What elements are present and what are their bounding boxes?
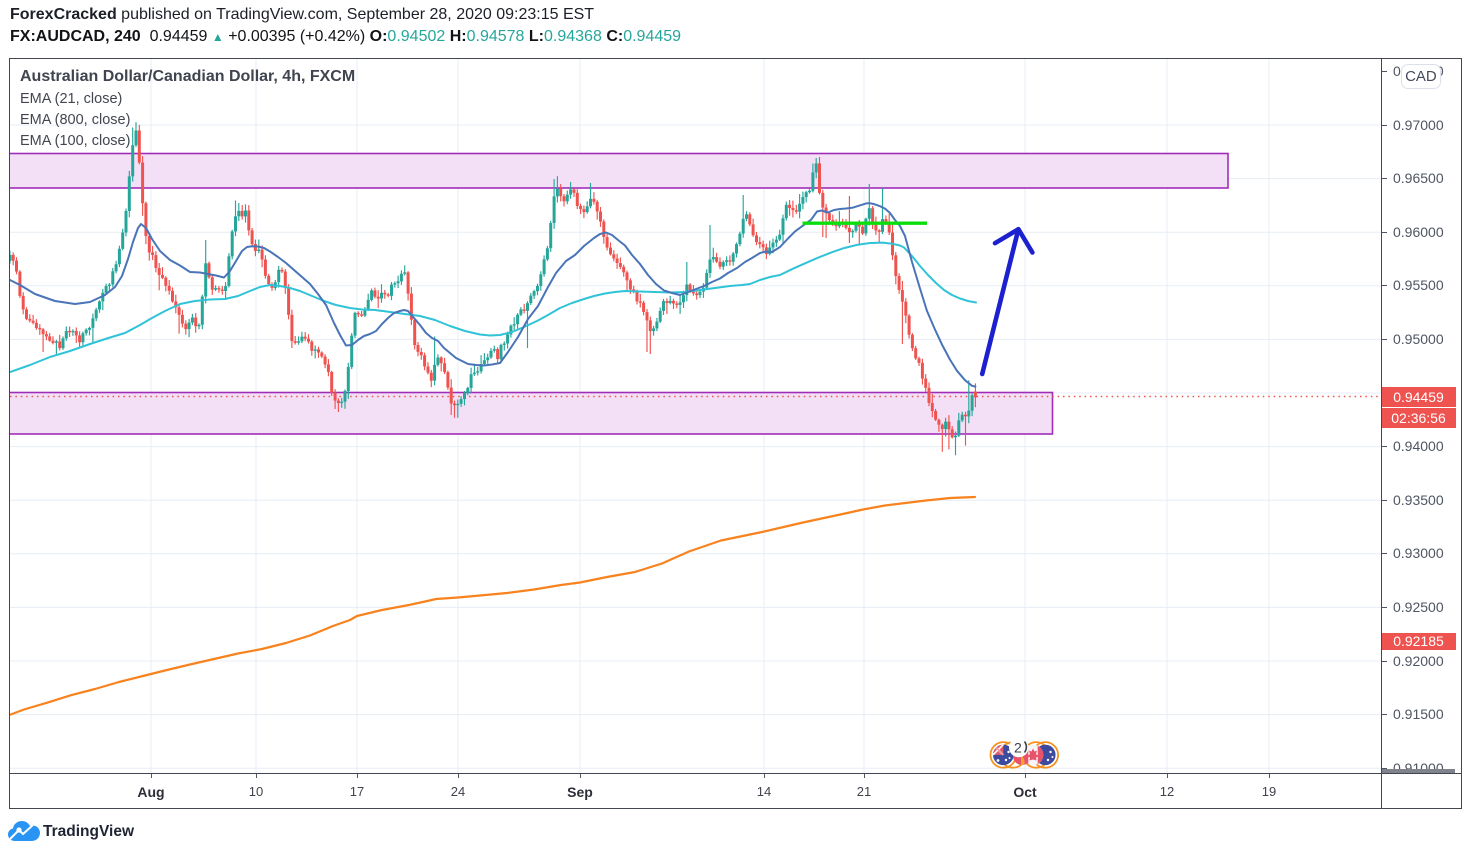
svg-text:2: 2 xyxy=(1014,740,1022,756)
